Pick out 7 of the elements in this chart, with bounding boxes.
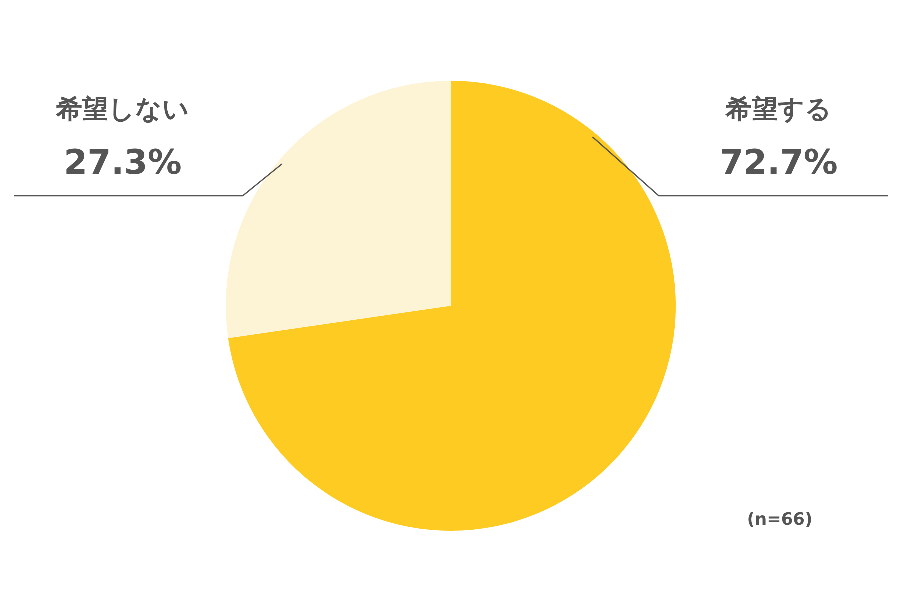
text: (n=66): [747, 510, 813, 530]
pie-slice: [228, 81, 676, 531]
data-label: 72.7%: [720, 143, 838, 183]
slice-label: 希望する: [725, 95, 832, 125]
pie-slice: [226, 81, 451, 338]
slice-label: 希望しない: [56, 95, 190, 125]
data-label: 27.3%: [64, 143, 182, 183]
